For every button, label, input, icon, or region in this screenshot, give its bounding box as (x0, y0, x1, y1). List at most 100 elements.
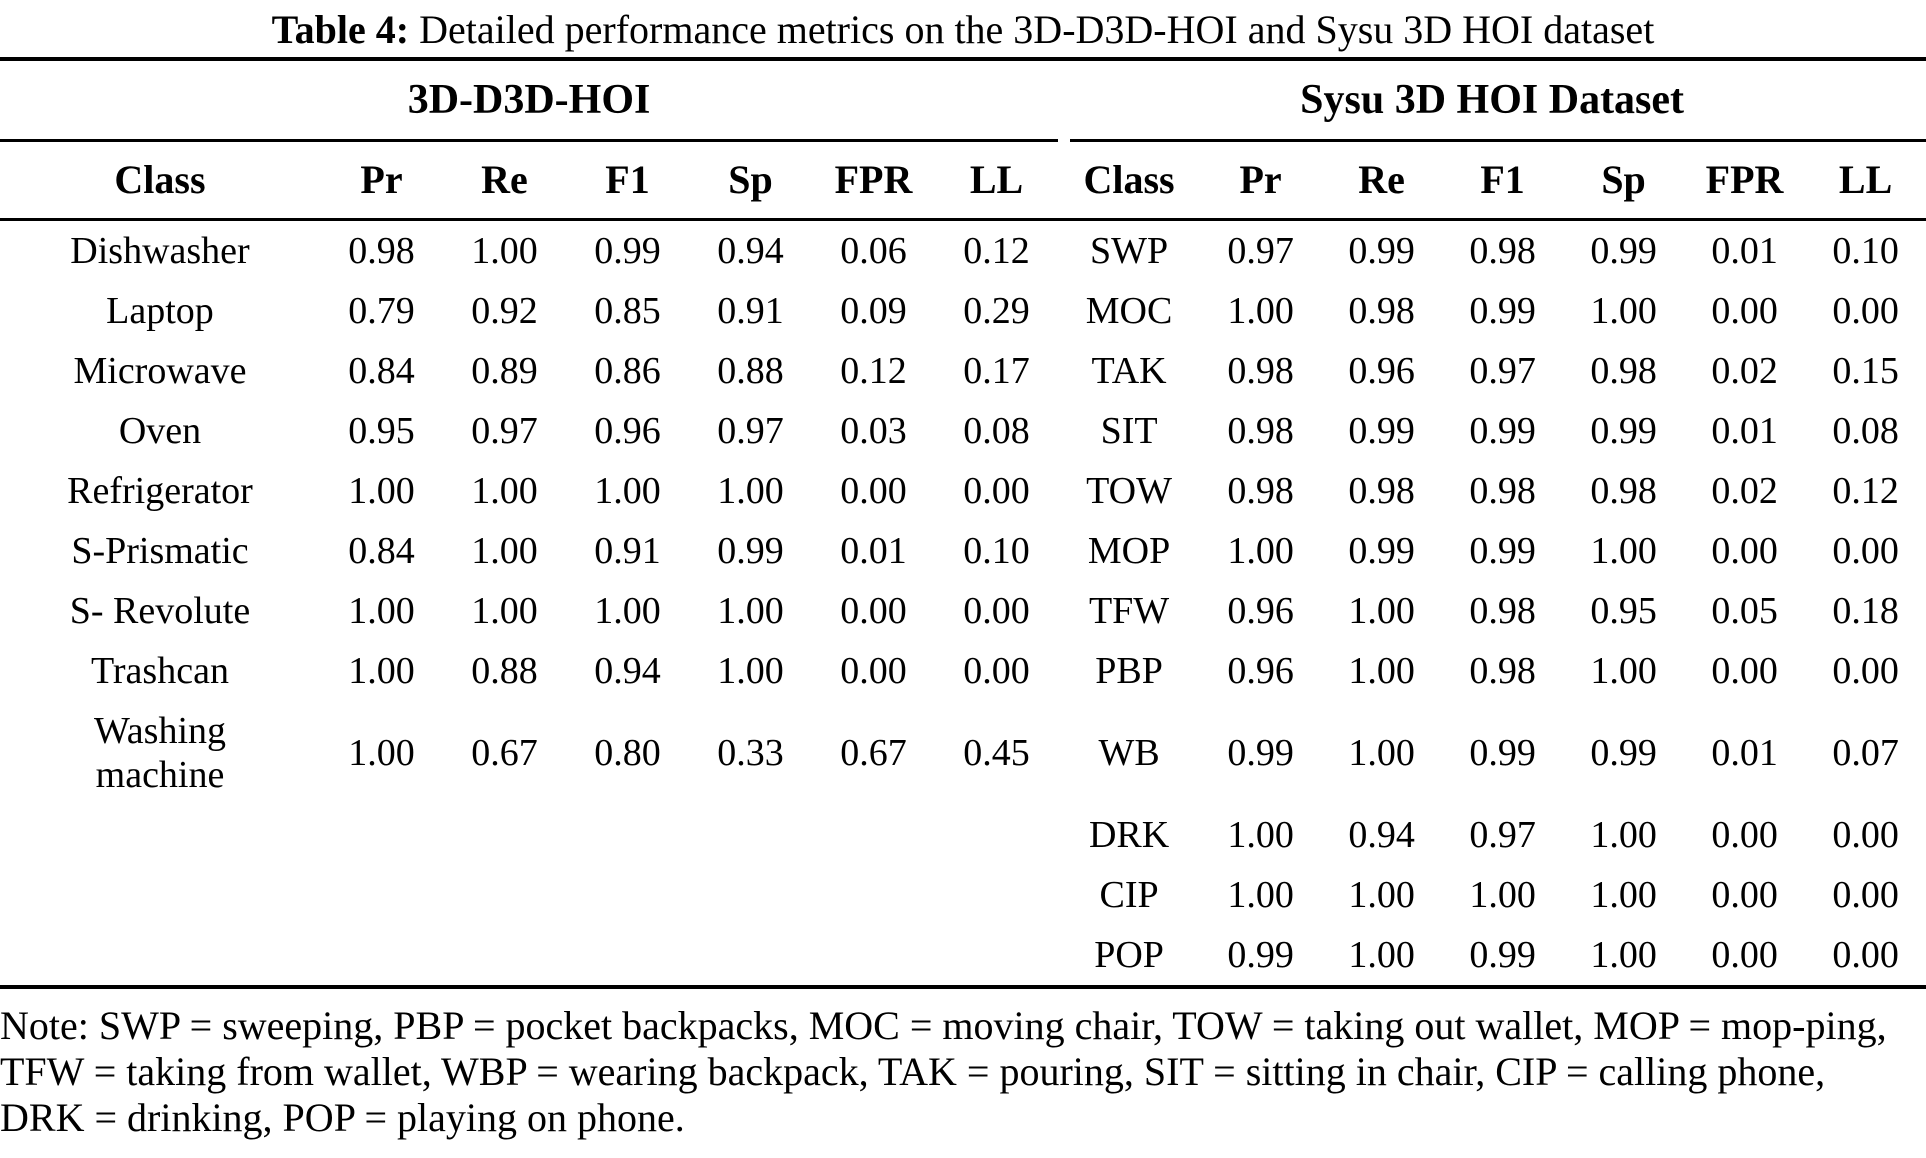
metric-cell: 0.98 (1469, 230, 1536, 272)
metric-cell: 0.00 (1832, 290, 1899, 332)
metric-cell: 1.00 (348, 590, 415, 632)
class-cell: POP (1058, 925, 1201, 989)
class-label: Oven (118, 410, 202, 452)
metric-cell: 0.00 (1711, 874, 1778, 916)
metric-cell: 0.03 (840, 410, 907, 452)
metric-cell: 0.98 (1227, 410, 1294, 452)
class-cell: Microwave (0, 341, 320, 401)
class-cell: MOP (1058, 521, 1200, 581)
metric-cell: 0.98 (1348, 290, 1415, 332)
col-header-ll: LL (935, 142, 1059, 221)
metric-cell: 0.99 (1442, 925, 1564, 989)
group-header-right: Sysu 3D HOI Dataset (1058, 57, 1926, 139)
table-row: DRK 1.00 0.94 0.97 1.00 0.00 0.00 (0, 805, 1926, 865)
metric-cell: 0.18 (1832, 590, 1899, 632)
empty-cell (443, 805, 566, 865)
empty-cell (689, 805, 812, 865)
metric-cell: 0.00 (963, 650, 1030, 692)
metric-cell: 0.00 (963, 470, 1030, 512)
empty-cell (320, 925, 443, 989)
metric-cell: 1.00 (1227, 290, 1294, 332)
metric-cell: 1.00 (594, 590, 661, 632)
col-header-class: Class (0, 142, 320, 221)
class-cell: S- Revolute (0, 581, 320, 641)
metric-cell: 1.00 (1227, 530, 1294, 572)
metric-cell: 0.01 (1711, 732, 1778, 774)
class-label: Microwave (73, 350, 247, 392)
class-label: TOW (1086, 470, 1172, 512)
metric-cell: 0.84 (348, 350, 415, 392)
metric-cell: 0.08 (963, 410, 1030, 452)
metric-cell: 1.00 (348, 732, 415, 774)
class-label: Refrigerator (67, 470, 253, 512)
metric-cell: 0.96 (1227, 650, 1294, 692)
metric-cell: 0.91 (717, 290, 784, 332)
metric-cell: 0.01 (1711, 410, 1778, 452)
metric-cell: 0.95 (348, 410, 415, 452)
col-header-pr: Pr (1200, 142, 1322, 221)
metric-cell: 0.10 (963, 530, 1030, 572)
metric-cell: 0.94 (717, 230, 784, 272)
table-caption-text: Detailed performance metrics on the 3D-D… (419, 7, 1655, 52)
table-caption-label: Table 4: (271, 7, 410, 52)
metric-cell: 0.10 (1832, 230, 1899, 272)
empty-cell (935, 925, 1059, 989)
empty-cell (689, 865, 812, 925)
metric-cell: 1.00 (471, 590, 538, 632)
group-header-row: 3D-D3D-HOI Sysu 3D HOI Dataset (0, 57, 1926, 139)
empty-cell (689, 925, 812, 989)
table-row: Microwave 0.84 0.89 0.86 0.88 0.12 0.17 … (0, 341, 1926, 401)
table-row: Washing machine 1.00 0.67 0.80 0.33 0.67… (0, 701, 1926, 805)
class-label: Dishwasher (70, 230, 250, 272)
metric-cell: 0.98 (1469, 590, 1536, 632)
metric-cell: 0.95 (1590, 590, 1657, 632)
metric-cell: 0.02 (1711, 350, 1778, 392)
class-cell: Laptop (0, 281, 320, 341)
metric-cell: 0.17 (963, 350, 1030, 392)
cmidrule-row (0, 139, 1926, 142)
metric-cell: 0.97 (1469, 350, 1536, 392)
metric-cell: 0.09 (840, 290, 907, 332)
class-label: WB (1098, 732, 1160, 774)
metric-cell: 1.00 (1348, 732, 1415, 774)
cmidrule-left (0, 139, 1059, 142)
metric-cell: 0.94 (594, 650, 661, 692)
col-header-ll: LL (1805, 142, 1926, 221)
metric-cell: 0.99 (1348, 530, 1415, 572)
empty-cell (320, 865, 443, 925)
metric-cell: 0.88 (471, 650, 538, 692)
class-label: SIT (1100, 410, 1158, 452)
table-row: POP 0.99 1.00 0.99 1.00 0.00 0.00 (0, 925, 1926, 989)
footnote-line: DRK = drinking, POP = playing on phone. (0, 1095, 685, 1140)
metric-cell: 0.98 (1469, 650, 1536, 692)
class-label: CIP (1099, 874, 1159, 916)
class-cell: S-Prismatic (0, 521, 320, 581)
metric-cell: 0.98 (1227, 470, 1294, 512)
metric-cell: 0.29 (963, 290, 1030, 332)
cmidrule-left-cell (0, 139, 1059, 142)
metric-cell: 0.91 (594, 530, 661, 572)
metric-cell: 0.99 (1227, 732, 1294, 774)
metric-cell: 1.00 (594, 470, 661, 512)
col-header-re: Re (1321, 142, 1443, 221)
metric-cell: 1.00 (1590, 874, 1657, 916)
table-row: Laptop 0.79 0.92 0.85 0.91 0.09 0.29 MOC… (0, 281, 1926, 341)
class-label: S- Revolute (69, 590, 251, 632)
metric-cell: 0.01 (1711, 230, 1778, 272)
footnote-line: Note: SWP = sweeping, PBP = pocket backp… (0, 1003, 1887, 1048)
metric-cell: 0.99 (1469, 530, 1536, 572)
metric-cell: 1.00 (717, 590, 784, 632)
metric-cell: 1.00 (1590, 530, 1657, 572)
empty-cell (566, 805, 689, 865)
class-cell: TOW (1058, 461, 1200, 521)
metric-cell: 0.99 (1348, 230, 1415, 272)
metric-cell: 1.00 (348, 650, 415, 692)
metric-cell: 0.99 (1469, 290, 1536, 332)
metric-cell: 0.12 (840, 350, 907, 392)
class-cell: TFW (1058, 581, 1200, 641)
metric-cell: 1.00 (471, 230, 538, 272)
metric-cell: 1.00 (1590, 814, 1657, 856)
metric-cell: 0.99 (1200, 925, 1322, 989)
empty-cell (443, 925, 566, 989)
